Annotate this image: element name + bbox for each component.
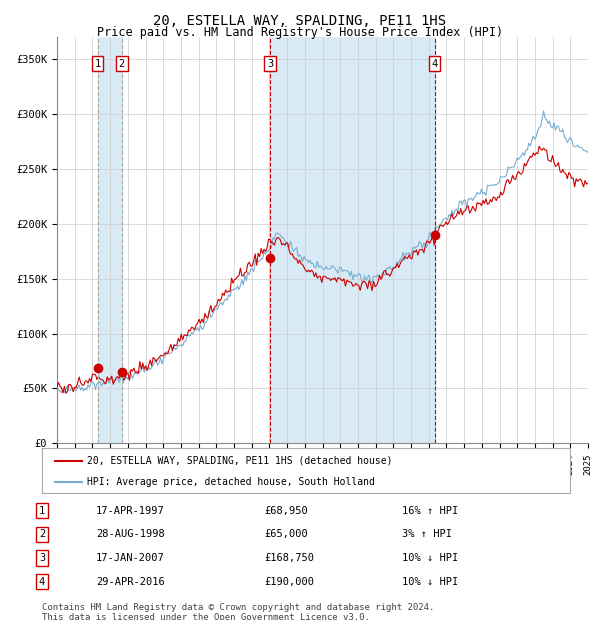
Text: 17-APR-1997: 17-APR-1997: [96, 506, 165, 516]
Bar: [270, 37, 434, 443]
Text: 2: 2: [39, 529, 45, 539]
Bar: [98, 37, 122, 443]
Text: 2: 2: [119, 59, 125, 69]
Text: Contains HM Land Registry data © Crown copyright and database right 2024.
This d: Contains HM Land Registry data © Crown c…: [42, 603, 434, 620]
Text: 1: 1: [39, 506, 45, 516]
Text: 1: 1: [94, 59, 101, 69]
Text: 29-APR-2016: 29-APR-2016: [96, 577, 165, 587]
Text: 20, ESTELLA WAY, SPALDING, PE11 1HS (detached house): 20, ESTELLA WAY, SPALDING, PE11 1HS (det…: [87, 456, 392, 466]
Text: £168,750: £168,750: [264, 553, 314, 563]
Text: 4: 4: [431, 59, 437, 69]
Text: 10% ↓ HPI: 10% ↓ HPI: [402, 577, 458, 587]
Text: 16% ↑ HPI: 16% ↑ HPI: [402, 506, 458, 516]
Text: £65,000: £65,000: [264, 529, 308, 539]
Text: Price paid vs. HM Land Registry's House Price Index (HPI): Price paid vs. HM Land Registry's House …: [97, 26, 503, 39]
Text: 10% ↓ HPI: 10% ↓ HPI: [402, 553, 458, 563]
Text: 3: 3: [267, 59, 273, 69]
Text: 28-AUG-1998: 28-AUG-1998: [96, 529, 165, 539]
Text: 4: 4: [39, 577, 45, 587]
Text: HPI: Average price, detached house, South Holland: HPI: Average price, detached house, Sout…: [87, 477, 375, 487]
Text: 20, ESTELLA WAY, SPALDING, PE11 1HS: 20, ESTELLA WAY, SPALDING, PE11 1HS: [154, 14, 446, 28]
Text: 3% ↑ HPI: 3% ↑ HPI: [402, 529, 452, 539]
Text: £68,950: £68,950: [264, 506, 308, 516]
Text: £190,000: £190,000: [264, 577, 314, 587]
Text: 17-JAN-2007: 17-JAN-2007: [96, 553, 165, 563]
Text: 3: 3: [39, 553, 45, 563]
